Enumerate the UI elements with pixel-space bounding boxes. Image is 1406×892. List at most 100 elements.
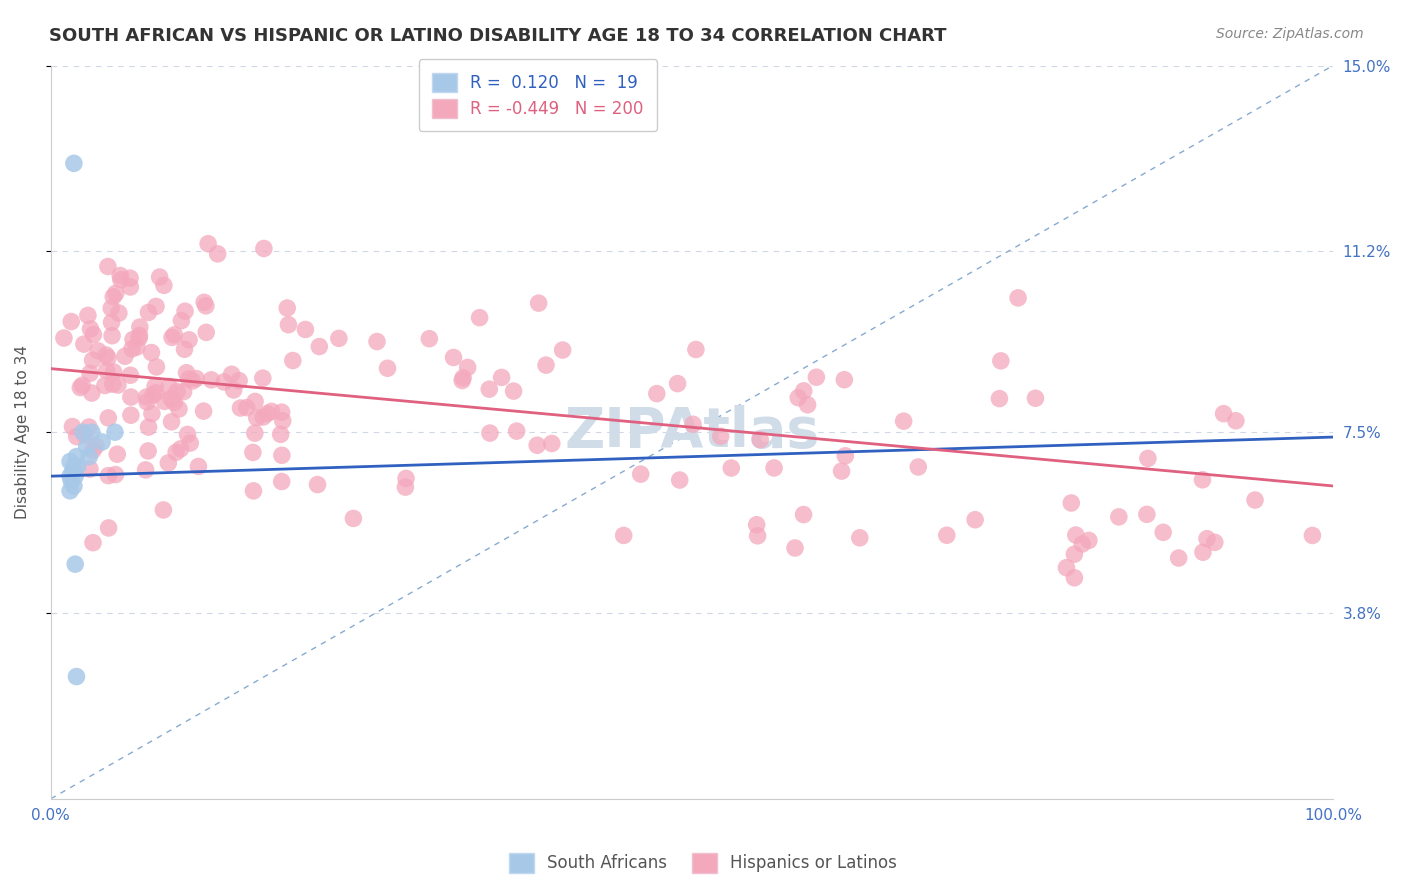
Point <box>1077 533 1099 548</box>
Point <box>166 384 188 399</box>
Point <box>749 433 772 447</box>
Point <box>80 386 103 401</box>
Point <box>136 444 159 458</box>
Point <box>1195 532 1218 546</box>
Point <box>97 351 120 365</box>
Point <box>63 479 86 493</box>
Text: Source: ZipAtlas.com: Source: ZipAtlas.com <box>1216 27 1364 41</box>
Point <box>834 449 856 463</box>
Point <box>990 354 1012 368</box>
Point <box>100 315 122 329</box>
Text: SOUTH AFRICAN VS HISPANIC OR LATINO DISABILITY AGE 18 TO 34 CORRELATION CHART: SOUTH AFRICAN VS HISPANIC OR LATINO DISA… <box>49 27 946 45</box>
Point <box>342 511 364 525</box>
Point <box>59 454 82 468</box>
Point <box>228 374 250 388</box>
Point <box>270 427 292 442</box>
Point <box>1244 493 1267 508</box>
Point <box>82 535 104 549</box>
Point <box>128 320 150 334</box>
Point <box>260 404 283 418</box>
Point <box>212 375 235 389</box>
Point <box>169 442 191 456</box>
Point <box>69 381 91 395</box>
Point <box>94 348 117 362</box>
Point <box>745 517 768 532</box>
Point <box>100 301 122 316</box>
Point <box>65 669 87 683</box>
Point <box>63 156 86 170</box>
Point <box>243 394 266 409</box>
Point <box>82 443 104 458</box>
Point <box>229 401 252 415</box>
Point <box>135 463 157 477</box>
Point <box>77 420 100 434</box>
Point <box>328 331 350 345</box>
Point <box>377 361 399 376</box>
Point <box>1191 473 1213 487</box>
Point <box>76 440 98 454</box>
Point <box>66 459 89 474</box>
Point <box>187 459 209 474</box>
Point <box>806 370 828 384</box>
Point <box>526 438 548 452</box>
Point <box>451 374 474 388</box>
Point <box>1136 451 1159 466</box>
Point <box>193 404 215 418</box>
Point <box>1204 535 1226 549</box>
Point <box>270 405 292 419</box>
Point <box>195 326 218 340</box>
Point <box>101 377 124 392</box>
Point <box>253 242 276 256</box>
Legend: R =  0.120   N =  19, R = -0.449   N = 200: R = 0.120 N = 19, R = -0.449 N = 200 <box>419 59 657 131</box>
Point <box>502 384 524 398</box>
Point <box>160 415 183 429</box>
Point <box>97 260 120 274</box>
Point <box>551 343 574 357</box>
Point <box>243 426 266 441</box>
Point <box>834 373 856 387</box>
Point <box>104 286 127 301</box>
Point <box>82 327 104 342</box>
Point <box>149 270 172 285</box>
Point <box>120 390 142 404</box>
Point <box>143 379 166 393</box>
Point <box>177 372 200 386</box>
Point <box>153 394 176 409</box>
Point <box>1060 496 1083 510</box>
Point <box>1063 571 1085 585</box>
Point <box>72 378 94 392</box>
Point <box>72 425 94 440</box>
Point <box>120 280 142 294</box>
Point <box>668 473 690 487</box>
Point <box>153 278 176 293</box>
Point <box>75 428 97 442</box>
Point <box>141 407 163 421</box>
Point <box>96 364 118 378</box>
Point <box>103 290 125 304</box>
Point <box>935 528 957 542</box>
Point <box>128 331 150 345</box>
Point <box>145 385 167 400</box>
Point <box>1064 528 1087 542</box>
Point <box>200 373 222 387</box>
Point <box>176 427 198 442</box>
Point <box>136 395 159 409</box>
Point <box>73 337 96 351</box>
Point <box>793 508 815 522</box>
Point <box>103 365 125 379</box>
Point <box>685 343 707 357</box>
Point <box>142 388 165 402</box>
Point <box>893 414 915 428</box>
Point <box>256 407 278 421</box>
Point <box>79 322 101 336</box>
Point <box>65 450 87 464</box>
Point <box>104 467 127 482</box>
Point <box>163 327 186 342</box>
Point <box>52 331 75 345</box>
Point <box>242 445 264 459</box>
Point <box>394 480 416 494</box>
Point <box>167 402 190 417</box>
Y-axis label: Disability Age 18 to 34: Disability Age 18 to 34 <box>15 345 30 519</box>
Point <box>1192 545 1215 559</box>
Point <box>163 395 186 409</box>
